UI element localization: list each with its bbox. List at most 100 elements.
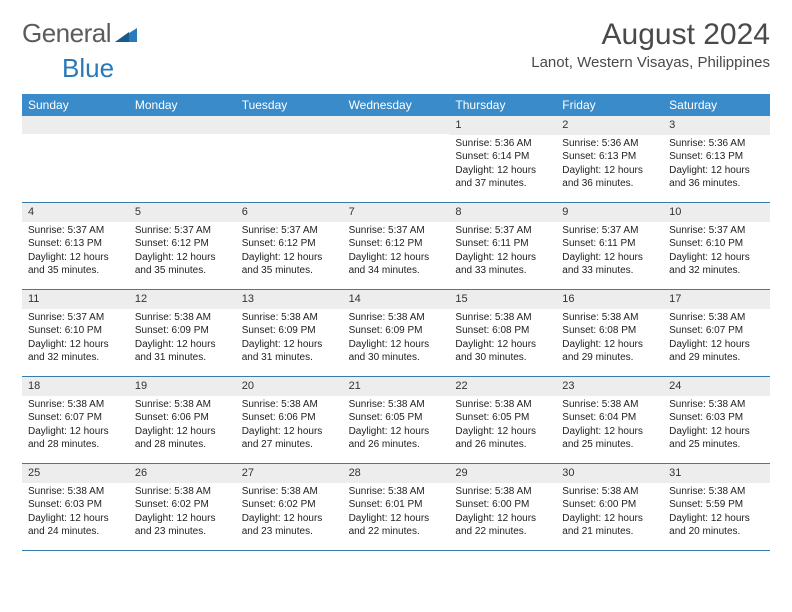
- day-number: 4: [22, 203, 129, 222]
- sunset-text: Sunset: 6:06 PM: [135, 411, 230, 425]
- logo-text-general: General: [22, 18, 111, 49]
- sunrise-text: Sunrise: 5:38 AM: [242, 485, 337, 499]
- day-cell: 22Sunrise: 5:38 AMSunset: 6:05 PMDayligh…: [449, 377, 556, 463]
- day-cell: 13Sunrise: 5:38 AMSunset: 6:09 PMDayligh…: [236, 290, 343, 376]
- sunrise-text: Sunrise: 5:38 AM: [28, 485, 123, 499]
- sunset-text: Sunset: 5:59 PM: [669, 498, 764, 512]
- daylight-text: Daylight: 12 hours and 23 minutes.: [242, 512, 337, 539]
- sunset-text: Sunset: 6:06 PM: [242, 411, 337, 425]
- weeks-container: 1Sunrise: 5:36 AMSunset: 6:14 PMDaylight…: [22, 116, 770, 551]
- day-cell: 10Sunrise: 5:37 AMSunset: 6:10 PMDayligh…: [663, 203, 770, 289]
- day-cell: 12Sunrise: 5:38 AMSunset: 6:09 PMDayligh…: [129, 290, 236, 376]
- sunset-text: Sunset: 6:00 PM: [455, 498, 550, 512]
- day-cell: 8Sunrise: 5:37 AMSunset: 6:11 PMDaylight…: [449, 203, 556, 289]
- sunrise-text: Sunrise: 5:38 AM: [242, 398, 337, 412]
- day-number: 1: [449, 116, 556, 135]
- day-cell: 20Sunrise: 5:38 AMSunset: 6:06 PMDayligh…: [236, 377, 343, 463]
- day-number: 24: [663, 377, 770, 396]
- day-content: Sunrise: 5:37 AMSunset: 6:12 PMDaylight:…: [236, 222, 343, 282]
- daylight-text: Daylight: 12 hours and 34 minutes.: [349, 251, 444, 278]
- location-text: Lanot, Western Visayas, Philippines: [531, 54, 770, 71]
- day-cell: 6Sunrise: 5:37 AMSunset: 6:12 PMDaylight…: [236, 203, 343, 289]
- day-cell: [343, 116, 450, 202]
- logo-triangle-icon: [115, 18, 137, 49]
- sunrise-text: Sunrise: 5:37 AM: [242, 224, 337, 238]
- sunset-text: Sunset: 6:04 PM: [562, 411, 657, 425]
- day-content: Sunrise: 5:37 AMSunset: 6:11 PMDaylight:…: [556, 222, 663, 282]
- day-number: 27: [236, 464, 343, 483]
- day-cell: 11Sunrise: 5:37 AMSunset: 6:10 PMDayligh…: [22, 290, 129, 376]
- weekday-header: Monday: [129, 94, 236, 116]
- sunrise-text: Sunrise: 5:38 AM: [135, 485, 230, 499]
- daylight-text: Daylight: 12 hours and 22 minutes.: [349, 512, 444, 539]
- day-cell: 21Sunrise: 5:38 AMSunset: 6:05 PMDayligh…: [343, 377, 450, 463]
- sunrise-text: Sunrise: 5:38 AM: [562, 398, 657, 412]
- day-number: 23: [556, 377, 663, 396]
- day-content: Sunrise: 5:38 AMSunset: 6:07 PMDaylight:…: [22, 396, 129, 456]
- day-content: Sunrise: 5:38 AMSunset: 6:08 PMDaylight:…: [449, 309, 556, 369]
- sunset-text: Sunset: 6:11 PM: [455, 237, 550, 251]
- sunrise-text: Sunrise: 5:37 AM: [28, 224, 123, 238]
- daylight-text: Daylight: 12 hours and 20 minutes.: [669, 512, 764, 539]
- daylight-text: Daylight: 12 hours and 26 minutes.: [455, 425, 550, 452]
- daylight-text: Daylight: 12 hours and 33 minutes.: [455, 251, 550, 278]
- sunrise-text: Sunrise: 5:38 AM: [669, 485, 764, 499]
- daylight-text: Daylight: 12 hours and 29 minutes.: [562, 338, 657, 365]
- day-cell: 28Sunrise: 5:38 AMSunset: 6:01 PMDayligh…: [343, 464, 450, 550]
- day-cell: 18Sunrise: 5:38 AMSunset: 6:07 PMDayligh…: [22, 377, 129, 463]
- sunset-text: Sunset: 6:08 PM: [562, 324, 657, 338]
- sunrise-text: Sunrise: 5:38 AM: [135, 398, 230, 412]
- day-number: 21: [343, 377, 450, 396]
- sunset-text: Sunset: 6:05 PM: [349, 411, 444, 425]
- sunset-text: Sunset: 6:02 PM: [242, 498, 337, 512]
- month-title: August 2024: [531, 18, 770, 52]
- day-number: 16: [556, 290, 663, 309]
- day-number: 14: [343, 290, 450, 309]
- sunset-text: Sunset: 6:09 PM: [135, 324, 230, 338]
- sunrise-text: Sunrise: 5:36 AM: [455, 137, 550, 151]
- daylight-text: Daylight: 12 hours and 31 minutes.: [135, 338, 230, 365]
- daylight-text: Daylight: 12 hours and 32 minutes.: [28, 338, 123, 365]
- daylight-text: Daylight: 12 hours and 22 minutes.: [455, 512, 550, 539]
- day-content: Sunrise: 5:37 AMSunset: 6:10 PMDaylight:…: [22, 309, 129, 369]
- day-content: Sunrise: 5:38 AMSunset: 6:02 PMDaylight:…: [129, 483, 236, 543]
- day-number: 25: [22, 464, 129, 483]
- day-content: Sunrise: 5:38 AMSunset: 6:06 PMDaylight:…: [129, 396, 236, 456]
- day-number: 9: [556, 203, 663, 222]
- weekday-header: Thursday: [449, 94, 556, 116]
- sunrise-text: Sunrise: 5:37 AM: [349, 224, 444, 238]
- sunset-text: Sunset: 6:01 PM: [349, 498, 444, 512]
- day-content: Sunrise: 5:36 AMSunset: 6:13 PMDaylight:…: [556, 135, 663, 195]
- sunset-text: Sunset: 6:07 PM: [669, 324, 764, 338]
- day-number: 18: [22, 377, 129, 396]
- sunrise-text: Sunrise: 5:38 AM: [349, 398, 444, 412]
- day-content: Sunrise: 5:38 AMSunset: 6:07 PMDaylight:…: [663, 309, 770, 369]
- day-content: Sunrise: 5:38 AMSunset: 6:06 PMDaylight:…: [236, 396, 343, 456]
- sunrise-text: Sunrise: 5:36 AM: [562, 137, 657, 151]
- day-content: Sunrise: 5:38 AMSunset: 6:05 PMDaylight:…: [449, 396, 556, 456]
- title-block: August 2024 Lanot, Western Visayas, Phil…: [531, 18, 770, 71]
- day-content: Sunrise: 5:37 AMSunset: 6:12 PMDaylight:…: [343, 222, 450, 282]
- sunset-text: Sunset: 6:02 PM: [135, 498, 230, 512]
- sunset-text: Sunset: 6:03 PM: [669, 411, 764, 425]
- daylight-text: Daylight: 12 hours and 32 minutes.: [669, 251, 764, 278]
- day-number: [129, 116, 236, 134]
- day-cell: 31Sunrise: 5:38 AMSunset: 5:59 PMDayligh…: [663, 464, 770, 550]
- day-number: 5: [129, 203, 236, 222]
- day-cell: 23Sunrise: 5:38 AMSunset: 6:04 PMDayligh…: [556, 377, 663, 463]
- sunset-text: Sunset: 6:13 PM: [669, 150, 764, 164]
- day-number: 6: [236, 203, 343, 222]
- sunrise-text: Sunrise: 5:38 AM: [669, 398, 764, 412]
- day-number: 20: [236, 377, 343, 396]
- day-cell: 9Sunrise: 5:37 AMSunset: 6:11 PMDaylight…: [556, 203, 663, 289]
- day-number: 2: [556, 116, 663, 135]
- day-cell: 19Sunrise: 5:38 AMSunset: 6:06 PMDayligh…: [129, 377, 236, 463]
- week-row: 11Sunrise: 5:37 AMSunset: 6:10 PMDayligh…: [22, 290, 770, 377]
- sunrise-text: Sunrise: 5:37 AM: [455, 224, 550, 238]
- day-number: 30: [556, 464, 663, 483]
- sunset-text: Sunset: 6:12 PM: [349, 237, 444, 251]
- weekday-header: Sunday: [22, 94, 129, 116]
- daylight-text: Daylight: 12 hours and 35 minutes.: [28, 251, 123, 278]
- day-cell: 2Sunrise: 5:36 AMSunset: 6:13 PMDaylight…: [556, 116, 663, 202]
- daylight-text: Daylight: 12 hours and 35 minutes.: [135, 251, 230, 278]
